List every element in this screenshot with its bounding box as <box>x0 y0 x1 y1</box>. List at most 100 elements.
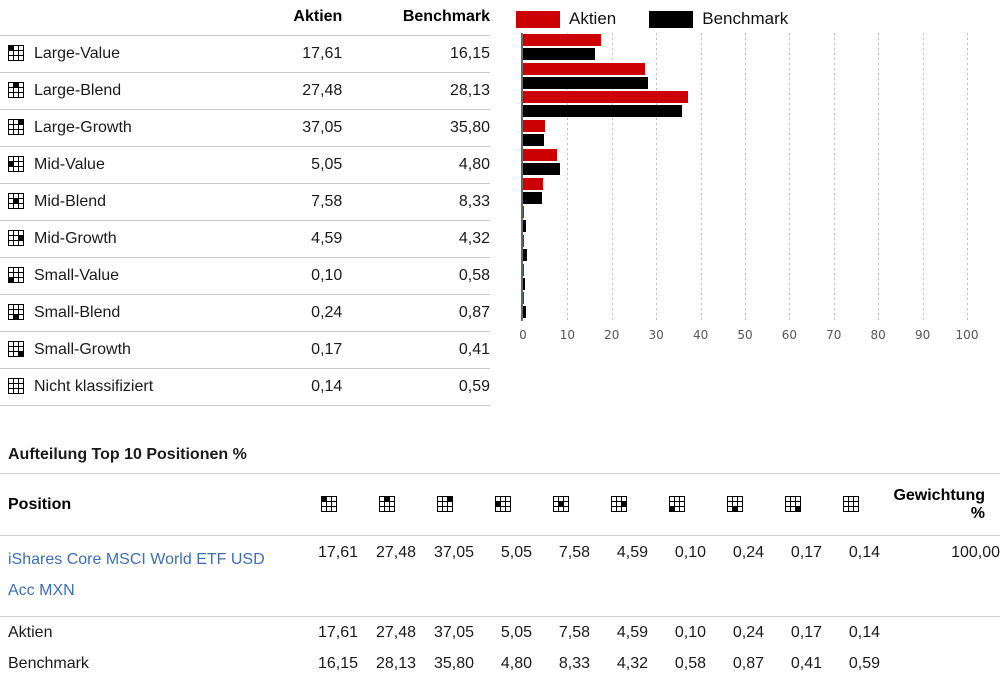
style-table-header-row: Aktien Benchmark <box>0 0 490 36</box>
aktien-value: 0,17 <box>311 341 343 358</box>
bar-aktien-small-value <box>523 206 524 219</box>
benchmark-value: 28,13 <box>449 82 490 99</box>
position-style-value: 0,10 <box>674 624 706 641</box>
position-style-value: 37,05 <box>433 624 474 641</box>
bar-aktien-small-blend <box>523 234 525 247</box>
header-stylebox-icon-large-blend <box>358 474 416 536</box>
bar-benchmark-large-blend <box>523 76 648 89</box>
bar-benchmark-large-value <box>523 48 595 60</box>
stylebox-icon-small-blend <box>727 495 743 512</box>
aktien-value: 7,58 <box>311 193 343 210</box>
position-row-label: Aktien <box>8 624 53 641</box>
bar-aktien-large-blend <box>523 62 645 75</box>
positions-table: Position Gewichtung % iShares Core MSCI … <box>0 474 1000 673</box>
stylebox-icon-mid-growth <box>8 230 24 246</box>
stylebox-icon-large-blend <box>379 495 395 512</box>
bar-aktien-large-value <box>523 34 602 46</box>
position-style-value: 7,58 <box>558 624 590 641</box>
position-style-value: 35,80 <box>433 655 474 672</box>
style-row-label: Mid-Value <box>34 156 105 173</box>
position-style-value: 16,15 <box>317 655 358 672</box>
gewichtung-value <box>880 617 1000 649</box>
stylebox-icon-large-value <box>8 45 24 61</box>
position-column-header: Position <box>0 474 300 536</box>
bar-benchmark-small-value <box>523 220 526 233</box>
benchmark-value: 35,80 <box>449 119 490 136</box>
header-stylebox-icon-small-value <box>648 474 706 536</box>
stylebox-icon-mid-blend <box>8 193 24 209</box>
section-title: Aufteilung Top 10 Positionen % <box>0 440 1000 474</box>
position-link[interactable]: iShares Core MSCI World ETF USD Acc MXN <box>8 551 265 599</box>
stylebox-icon-mid-value <box>8 156 24 172</box>
header-stylebox-icon-large-growth <box>416 474 474 536</box>
gridline-30 <box>656 33 658 321</box>
x-axis: 0 10 20 30 40 50 60 70 80 90 100 <box>519 328 978 344</box>
position-style-value: 27,48 <box>375 624 416 641</box>
x-tick-label: 70 <box>826 328 842 342</box>
x-tick-label: 80 <box>870 328 886 342</box>
position-style-value: 0,24 <box>732 624 764 641</box>
aktien-value: 27,48 <box>302 82 343 99</box>
position-style-value: 0,41 <box>790 655 822 672</box>
x-tick-label: 60 <box>781 328 798 342</box>
header-stylebox-icon-small-growth <box>764 474 822 536</box>
gewichtung-value: 100,00 <box>880 535 1000 617</box>
bar-benchmark-large-growth <box>523 105 682 118</box>
aktien-value: 37,05 <box>302 119 343 136</box>
style-row-small-blend: Small-Blend 0,24 0,87 <box>0 294 490 332</box>
benchmark-value: 0,87 <box>458 304 490 321</box>
stylebox-icon-nicht-klassifiziert <box>8 378 24 394</box>
bar-aktien-large-growth <box>523 91 688 104</box>
style-row-label: Mid-Growth <box>34 230 117 247</box>
bar-benchmark-mid-value <box>523 134 545 147</box>
position-style-value: 28,13 <box>375 655 416 672</box>
position-style-value: 4,59 <box>590 535 648 617</box>
style-row-label: Large-Growth <box>34 119 132 136</box>
style-row-large-growth: Large-Growth 37,05 35,80 <box>0 109 490 147</box>
plot-area <box>523 33 968 321</box>
bar-benchmark-small-blend <box>523 248 527 261</box>
bar-aktien-nicht-klassifiziert <box>523 292 524 305</box>
legend-benchmark-label: Benchmark <box>702 9 789 28</box>
stylebox-icon-small-value <box>669 495 685 512</box>
aktien-value: 17,61 <box>302 45 343 62</box>
stylebox-icon-large-value <box>321 495 337 512</box>
position-style-value: 27,48 <box>358 535 416 617</box>
style-row-mid-blend: Mid-Blend 7,58 8,33 <box>0 183 490 221</box>
style-breakdown-table: Aktien Benchmark Large-Value 17,61 16,15 La… <box>0 0 490 406</box>
style-table-header-aktien: Aktien <box>293 8 343 25</box>
top10-positions-section: Aufteilung Top 10 Positionen % Position … <box>0 440 1000 673</box>
style-row-small-growth: Small-Growth 0,17 0,41 <box>0 331 490 369</box>
position-style-value: 17,61 <box>317 624 358 641</box>
position-style-value: 7,58 <box>532 535 590 617</box>
benchmark-value: 0,59 <box>458 378 490 395</box>
chart-legend: Aktien Benchmark <box>516 9 788 29</box>
position-style-value: 5,05 <box>500 624 532 641</box>
position-style-value: 0,87 <box>732 655 764 672</box>
bar-aktien-mid-blend <box>523 148 557 161</box>
stylebox-icon-large-growth <box>8 119 24 135</box>
benchmark-value: 0,58 <box>458 267 490 284</box>
stylebox-icon-large-growth <box>437 495 453 512</box>
legend-aktien-swatch <box>516 10 560 28</box>
position-style-value: 0,14 <box>848 624 880 641</box>
style-row-label: Large-Value <box>34 45 120 62</box>
style-bar-chart: Aktien Benchmark 0 10 20 30 40 50 60 70 80 90 100 <box>516 0 998 360</box>
benchmark-value: 4,32 <box>458 230 490 247</box>
style-row-large-value: Large-Value 17,61 16,15 <box>0 35 490 73</box>
aktien-value: 0,10 <box>311 267 343 284</box>
x-tick-label: 20 <box>604 328 620 342</box>
positions-header-row: Position Gewichtung % <box>0 474 1000 536</box>
stylebox-icon-mid-blend <box>553 495 569 512</box>
position-style-value: 4,80 <box>500 655 532 672</box>
header-stylebox-icon-nicht-klassifiziert <box>822 474 880 536</box>
x-tick-label: 90 <box>914 328 931 342</box>
gridline-80 <box>878 33 880 321</box>
style-row-mid-growth: Mid-Growth 4,59 4,32 <box>0 220 490 258</box>
legend-benchmark-swatch <box>649 10 694 28</box>
position-style-value: 0,24 <box>706 535 764 617</box>
gridline-50 <box>745 33 746 321</box>
x-tick-label: 30 <box>648 328 664 342</box>
position-style-value: 5,05 <box>474 535 532 617</box>
